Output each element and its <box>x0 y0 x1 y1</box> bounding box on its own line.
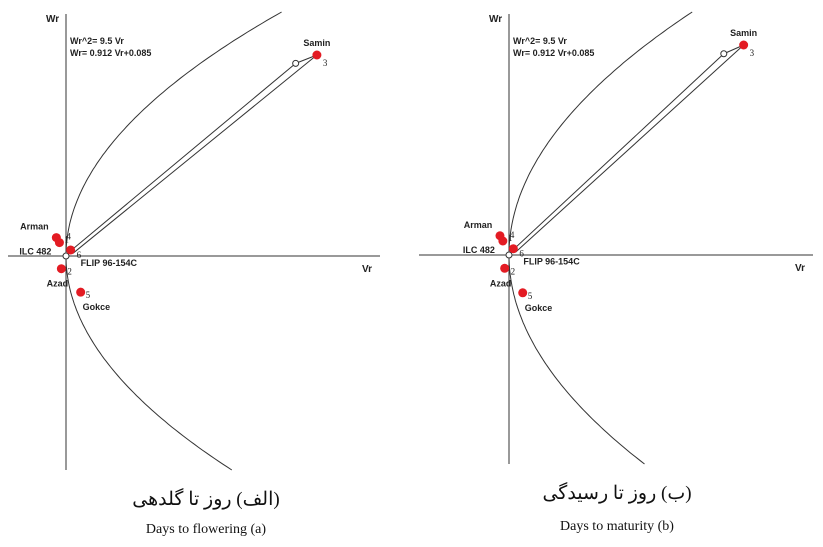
scatter-plot-b: Wr Vr Wr^2= 9.5 Vr Wr= 0.912 Vr+0.085 3 Samin… <box>419 11 813 465</box>
equation-2: Wr= 0.912 Vr+0.085 <box>513 48 594 58</box>
limiting-parabola <box>65 11 282 471</box>
point-number-3: 3 <box>750 48 755 58</box>
equation-1: Wr^2= 9.5 Vr <box>513 36 567 46</box>
point-number-2: 2 <box>511 266 515 276</box>
point-samin <box>739 40 749 50</box>
point-gokce <box>518 288 528 298</box>
x-axis-label: Vr <box>362 264 372 275</box>
chart-panel-a: Wr Vr Wr^2= 9.5 Vr Wr= 0.912 Vr+0.085 3 Samin… <box>8 11 380 537</box>
point-ilc-482 <box>498 236 508 246</box>
point-label-gokce: Gokce <box>83 302 111 312</box>
caption-english-b: Days to maturity (b) <box>560 519 674 534</box>
point-label-azad: Azad <box>47 279 69 289</box>
point-label-flip-96-154c: FLIP 96-154C <box>523 257 580 267</box>
point-label-arman: Arman <box>20 222 49 232</box>
equation-1: Wr^2= 9.5 Vr <box>70 36 124 46</box>
point-azad <box>56 264 66 274</box>
point-number-4: 4 <box>510 230 515 240</box>
caption-persian-b: (ب) روز تا رسیدگی <box>542 483 692 504</box>
intercept-marker <box>292 59 300 67</box>
point-label-gokce: Gokce <box>525 303 553 313</box>
point-number-4: 4 <box>66 232 71 242</box>
point-gokce <box>76 287 86 297</box>
point-number-6: 6 <box>519 249 524 259</box>
point-number-5: 5 <box>86 290 91 300</box>
point-label-ilc-482: ILC 482 <box>463 245 495 255</box>
y-axis-label: Wr <box>46 14 59 25</box>
point-label-samin: Samin <box>730 28 757 38</box>
x-axis-label: Vr <box>795 263 805 274</box>
point-azad <box>500 263 510 273</box>
point-label-flip-96-154c: FLIP 96-154C <box>81 258 138 268</box>
origin-marker <box>505 251 513 259</box>
point-label-samin: Samin <box>303 38 330 48</box>
point-number-1: 1 <box>508 233 512 243</box>
point-ilc-482 <box>54 238 64 248</box>
tangent-line <box>515 44 744 253</box>
point-number-2: 2 <box>67 267 72 277</box>
point-flip-96-154c <box>66 245 76 255</box>
equation-2: Wr= 0.912 Vr+0.085 <box>70 48 151 58</box>
point-label-ilc-482: ILC 482 <box>19 247 51 257</box>
point-number-6: 6 <box>77 250 82 260</box>
point-flip-96-154c <box>508 244 518 254</box>
chart-panel-b: Wr Vr Wr^2= 9.5 Vr Wr= 0.912 Vr+0.085 3 Samin… <box>411 0 823 547</box>
intercept-marker <box>720 50 728 58</box>
caption-english-a: Days to flowering (a) <box>145 522 267 537</box>
y-axis-label: Wr <box>489 14 502 25</box>
point-samin <box>312 50 322 60</box>
point-label-arman: Arman <box>464 220 493 230</box>
limiting-parabola <box>508 11 693 465</box>
regression-line <box>507 53 725 255</box>
origin-marker <box>62 252 70 260</box>
tangent-line <box>72 54 318 254</box>
point-number-1: 1 <box>64 235 69 245</box>
scatter-plot-a: Wr Vr Wr^2= 9.5 Vr Wr= 0.912 Vr+0.085 3 Samin… <box>8 11 380 471</box>
regression-line <box>64 62 296 256</box>
point-number-5: 5 <box>528 291 533 301</box>
caption-persian-a: (الف) روز تا گلدهی <box>132 489 280 510</box>
point-number-3: 3 <box>323 58 328 68</box>
point-label-azad: Azad <box>490 278 512 288</box>
